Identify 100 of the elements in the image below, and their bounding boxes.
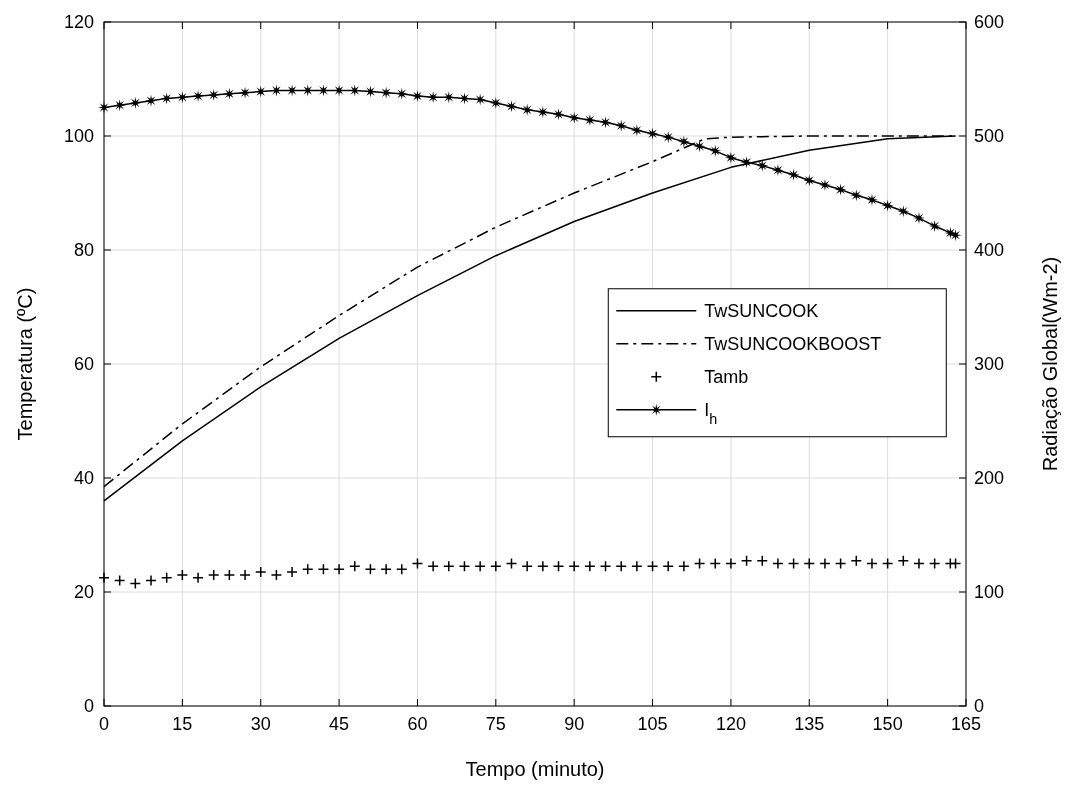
point	[834, 557, 847, 570]
x-tick-label: 90	[564, 714, 585, 734]
point	[333, 563, 345, 575]
point	[364, 85, 377, 98]
point	[254, 85, 267, 98]
point	[725, 557, 737, 570]
x-tick-label: 150	[872, 714, 903, 734]
point	[709, 557, 721, 570]
point	[536, 106, 549, 119]
x-tick-label: 165	[950, 714, 982, 734]
point	[866, 557, 878, 570]
point	[881, 557, 894, 570]
point	[302, 563, 314, 575]
point	[834, 183, 847, 196]
x-tick-label: 75	[485, 714, 506, 734]
point	[160, 572, 173, 584]
point	[207, 88, 220, 101]
y-tick-label: 0	[83, 696, 94, 716]
point	[803, 557, 816, 570]
x-tick-label: 0	[98, 714, 110, 734]
point	[411, 90, 424, 103]
point	[380, 563, 392, 575]
point	[912, 212, 925, 225]
y-axis-title: Temperatura (ºC)	[14, 287, 36, 441]
point	[176, 569, 189, 581]
legend-label: TwSUNCOOKBOOST	[704, 333, 882, 354]
point	[599, 560, 612, 573]
y2-tick-label: 600	[974, 12, 1005, 32]
point	[583, 114, 596, 127]
y-tick-label: 80	[73, 240, 94, 260]
point	[693, 140, 706, 153]
point	[552, 560, 565, 573]
point	[803, 174, 816, 187]
x-axis-title: Tempo (minuto)	[465, 758, 605, 780]
point	[396, 563, 408, 575]
x-tick-label: 60	[407, 714, 428, 734]
x-tick-label: 105	[637, 714, 668, 734]
point	[270, 569, 283, 581]
point	[850, 189, 863, 202]
point	[505, 557, 518, 570]
y-tick-label: 20	[73, 582, 94, 602]
point	[615, 560, 627, 573]
point	[787, 168, 800, 181]
point	[521, 560, 533, 573]
point	[928, 557, 941, 570]
point	[584, 560, 596, 573]
point	[615, 119, 628, 132]
point	[756, 554, 768, 567]
y2-tick-label: 200	[974, 468, 1005, 488]
y2-tick-label: 0	[974, 696, 985, 716]
point	[207, 569, 220, 581]
y2-axis-title: Radiação Global(Wm-2)	[1039, 256, 1061, 472]
x-tick-label: 120	[715, 714, 746, 734]
point	[223, 569, 236, 581]
point	[568, 111, 581, 124]
point	[677, 135, 690, 148]
point	[818, 179, 831, 192]
point	[897, 205, 910, 218]
point	[865, 193, 878, 206]
point	[129, 96, 142, 109]
x-tick-label: 135	[794, 714, 825, 734]
point	[709, 144, 722, 157]
point	[850, 554, 863, 567]
point	[129, 577, 142, 590]
point	[568, 560, 580, 573]
point	[724, 151, 737, 164]
point	[740, 554, 753, 567]
y2-tick-label: 500	[974, 126, 1005, 146]
legend-label: TwSUNCOOK	[704, 300, 819, 321]
y-tick-label: 60	[73, 354, 94, 374]
point	[113, 99, 126, 112]
point	[474, 560, 486, 573]
point	[537, 560, 549, 573]
y2-tick-label: 300	[974, 354, 1005, 374]
y2-tick-label: 100	[974, 582, 1005, 602]
y-tick-label: 120	[63, 12, 94, 32]
x-tick-label: 30	[250, 714, 271, 734]
point	[630, 124, 643, 137]
point	[599, 116, 612, 129]
point	[489, 96, 502, 109]
x-tick-label: 15	[172, 714, 193, 734]
point	[113, 574, 126, 587]
point	[646, 127, 659, 140]
point	[505, 100, 518, 113]
point	[317, 563, 330, 575]
point	[771, 164, 784, 177]
legend-label: I$_{h}$	[704, 399, 718, 427]
point	[693, 557, 706, 570]
point	[254, 566, 267, 578]
point	[145, 94, 158, 107]
point	[239, 569, 251, 581]
point	[678, 560, 690, 573]
point	[772, 557, 784, 570]
point	[631, 560, 643, 573]
point	[349, 560, 361, 573]
y-tick-label: 100	[63, 126, 94, 146]
point	[192, 572, 204, 584]
legend-label: Tamb	[704, 366, 749, 387]
point	[192, 90, 205, 103]
point	[427, 560, 439, 573]
